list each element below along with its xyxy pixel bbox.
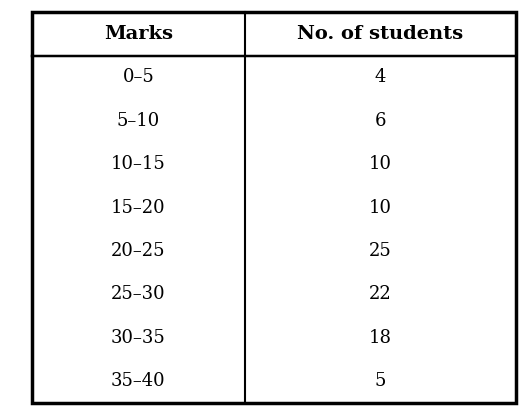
Text: 35–40: 35–40 (111, 372, 166, 390)
Text: 25–30: 25–30 (111, 285, 166, 303)
Text: 5–10: 5–10 (117, 112, 160, 130)
Text: 20–25: 20–25 (111, 242, 165, 260)
Text: 25: 25 (369, 242, 392, 260)
Text: 18: 18 (369, 329, 392, 347)
Text: 10: 10 (369, 198, 392, 217)
Text: 5: 5 (375, 372, 386, 390)
Text: 6: 6 (375, 112, 386, 130)
Text: Marks: Marks (104, 25, 173, 43)
Text: 4: 4 (375, 68, 386, 86)
Text: 22: 22 (369, 285, 392, 303)
Text: 10–15: 10–15 (111, 155, 166, 173)
Text: 10: 10 (369, 155, 392, 173)
Text: 30–35: 30–35 (111, 329, 166, 347)
Text: 15–20: 15–20 (111, 198, 166, 217)
Text: 0–5: 0–5 (122, 68, 154, 86)
Text: No. of students: No. of students (297, 25, 463, 43)
